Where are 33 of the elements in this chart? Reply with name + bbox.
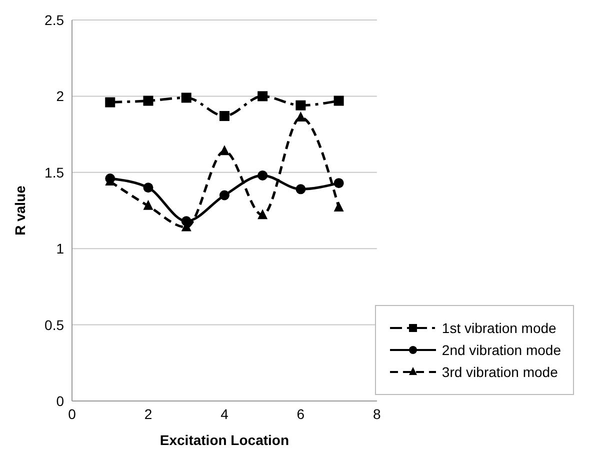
legend-label: 3rd vibration mode bbox=[442, 364, 558, 380]
point bbox=[334, 178, 344, 188]
legend-label: 2nd vibration mode bbox=[442, 342, 561, 358]
point bbox=[143, 200, 154, 210]
legend-label: 1st vibration mode bbox=[442, 320, 556, 336]
point bbox=[334, 201, 344, 212]
point bbox=[181, 92, 192, 103]
y-tick-label: 2 bbox=[56, 88, 64, 104]
point bbox=[258, 209, 268, 220]
y-tick-label: 1 bbox=[56, 240, 64, 257]
point bbox=[258, 91, 268, 102]
x-tick-label: 0 bbox=[68, 406, 76, 422]
y-tick-label: 1.5 bbox=[44, 164, 64, 180]
x-tick-label: 4 bbox=[220, 406, 229, 422]
x-tick-label: 6 bbox=[296, 406, 305, 422]
x-axis-title: Excitation Location bbox=[160, 432, 290, 448]
point bbox=[219, 111, 230, 122]
y-tick-label: 0.5 bbox=[44, 316, 64, 333]
point bbox=[296, 100, 306, 110]
point bbox=[105, 97, 116, 108]
y-axis-title: R value bbox=[12, 185, 28, 236]
point bbox=[219, 190, 230, 200]
y-tick-label: 2.5 bbox=[44, 12, 64, 28]
point bbox=[219, 145, 230, 156]
point bbox=[143, 96, 154, 106]
point bbox=[143, 182, 154, 193]
point bbox=[258, 170, 268, 180]
y-tick-label: 0 bbox=[56, 392, 64, 409]
x-tick-label: 2 bbox=[144, 406, 152, 422]
x-tick-label: 8 bbox=[373, 406, 382, 422]
point bbox=[296, 184, 306, 194]
point bbox=[334, 96, 344, 106]
point bbox=[296, 112, 306, 122]
